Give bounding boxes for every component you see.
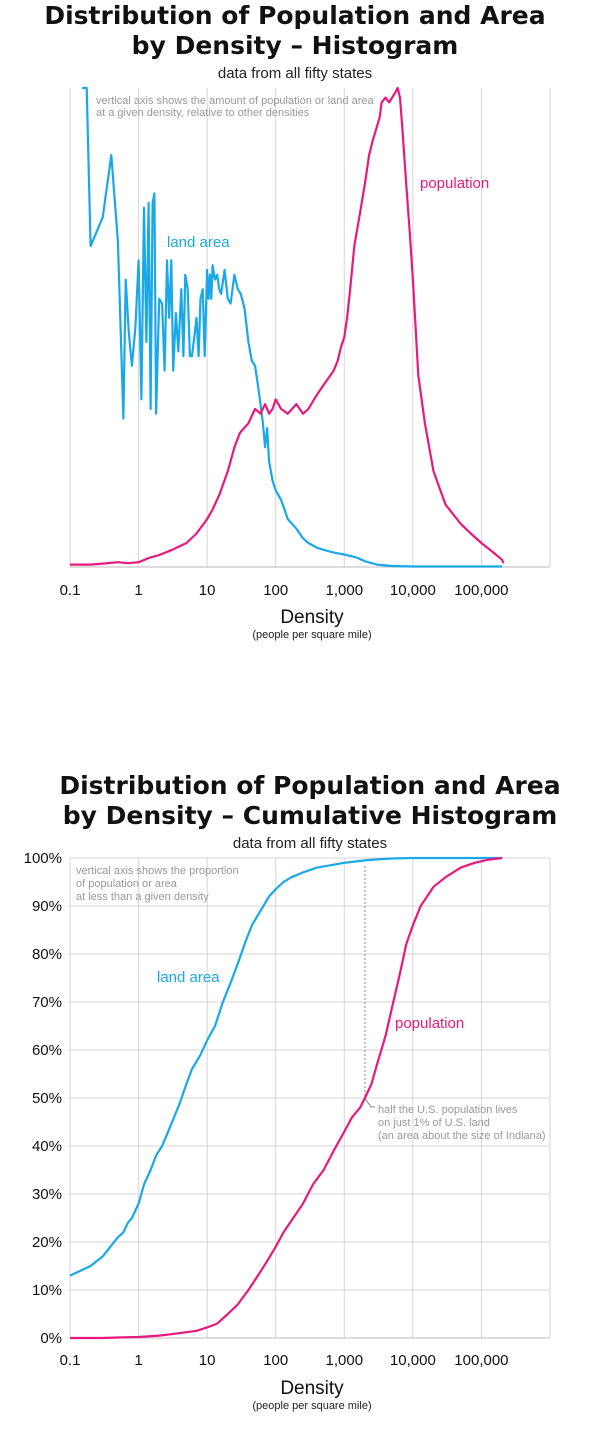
- y-tick-label: 0%: [40, 1330, 62, 1347]
- x-tick-label: 10,000: [390, 1352, 436, 1369]
- y-tick-label: 80%: [32, 946, 62, 963]
- axis-note-line-2: of population or area: [76, 878, 178, 890]
- x-tick-label: 1: [134, 582, 142, 599]
- x-tick-label: 100,000: [454, 1352, 508, 1369]
- x-tick-label: 100: [263, 1352, 288, 1369]
- axis-note-line-1: vertical axis shows the proportion: [76, 865, 239, 877]
- series-lines: [69, 856, 503, 1340]
- chart-title-line-2: by Density – Histogram: [132, 31, 459, 60]
- y-tick-labels: 0% 10% 20% 30% 40% 50% 60% 70% 80% 90% 100%: [24, 850, 62, 1347]
- chart-subtitle: data from all fifty states: [218, 65, 372, 82]
- x-tick-label: 10: [199, 582, 216, 599]
- x-tick-label: 10,000: [390, 582, 436, 599]
- chart-title-line-2: by Density – Cumulative Histogram: [63, 801, 558, 830]
- x-tick-labels: 0.1 1 10 100 1,000 10,000 100,000: [60, 582, 509, 599]
- x-tick-label: 0.1: [60, 582, 81, 599]
- series-lines: [70, 86, 505, 568]
- annotation-line-1: half the U.S. population lives: [378, 1104, 518, 1116]
- series-line-land-area: [69, 856, 503, 1277]
- y-tick-label: 60%: [32, 1042, 62, 1059]
- y-tick-label: 40%: [32, 1138, 62, 1155]
- x-tick-labels: 0.1 1 10 100 1,000 10,000 100,000: [60, 1352, 509, 1369]
- x-axis-unit: (people per square mile): [252, 1400, 371, 1412]
- chart-title-line-1: Distribution of Population and Area: [59, 771, 560, 800]
- x-tick-label: 100: [263, 582, 288, 599]
- annotation-leader: [364, 866, 375, 1108]
- series-line-land-area: [82, 86, 503, 568]
- x-tick-label: 1,000: [326, 1352, 364, 1369]
- series-label-land-area: land area: [157, 969, 220, 986]
- x-axis-title: Density: [280, 1378, 344, 1399]
- y-tick-label: 90%: [32, 898, 62, 915]
- cumulative-histogram-chart: Distribution of Population and Area by D…: [24, 771, 561, 1412]
- axis-note-line-2: at a given density, relative to other de…: [96, 107, 310, 119]
- x-gridlines: [69, 88, 551, 567]
- chart-title-line-1: Distribution of Population and Area: [44, 1, 545, 30]
- axis-note-line-1: vertical axis shows the amount of popula…: [96, 95, 374, 107]
- series-line-population: [70, 856, 503, 1340]
- y-tick-label: 100%: [24, 850, 62, 867]
- histogram-chart: Distribution of Population and Area by D…: [44, 1, 551, 641]
- gridlines: [69, 857, 551, 1339]
- series-label-population: population: [395, 1015, 464, 1032]
- annotation-pointer: [364, 1097, 375, 1108]
- y-tick-label: 30%: [32, 1186, 62, 1203]
- y-tick-label: 20%: [32, 1234, 62, 1251]
- series-label-land-area: land area: [167, 234, 230, 251]
- y-tick-label: 50%: [32, 1090, 62, 1107]
- annotation-line-2: on just 1% of U.S. land: [378, 1117, 490, 1129]
- x-tick-label: 0.1: [60, 1352, 81, 1369]
- x-tick-label: 1,000: [326, 582, 364, 599]
- y-tick-label: 10%: [32, 1282, 62, 1299]
- axis-note-line-3: at less than a given density: [76, 891, 209, 903]
- x-tick-label: 10: [199, 1352, 216, 1369]
- x-axis-unit: (people per square mile): [252, 629, 371, 641]
- x-axis-title: Density: [280, 607, 344, 628]
- chart-subtitle: data from all fifty states: [233, 835, 387, 852]
- x-tick-label: 100,000: [454, 582, 508, 599]
- x-tick-label: 1: [134, 1352, 142, 1369]
- series-label-population: population: [420, 175, 489, 192]
- y-tick-label: 70%: [32, 994, 62, 1011]
- series-line-population: [70, 86, 505, 566]
- annotation-line-3: (an area about the size of Indiana): [378, 1130, 546, 1142]
